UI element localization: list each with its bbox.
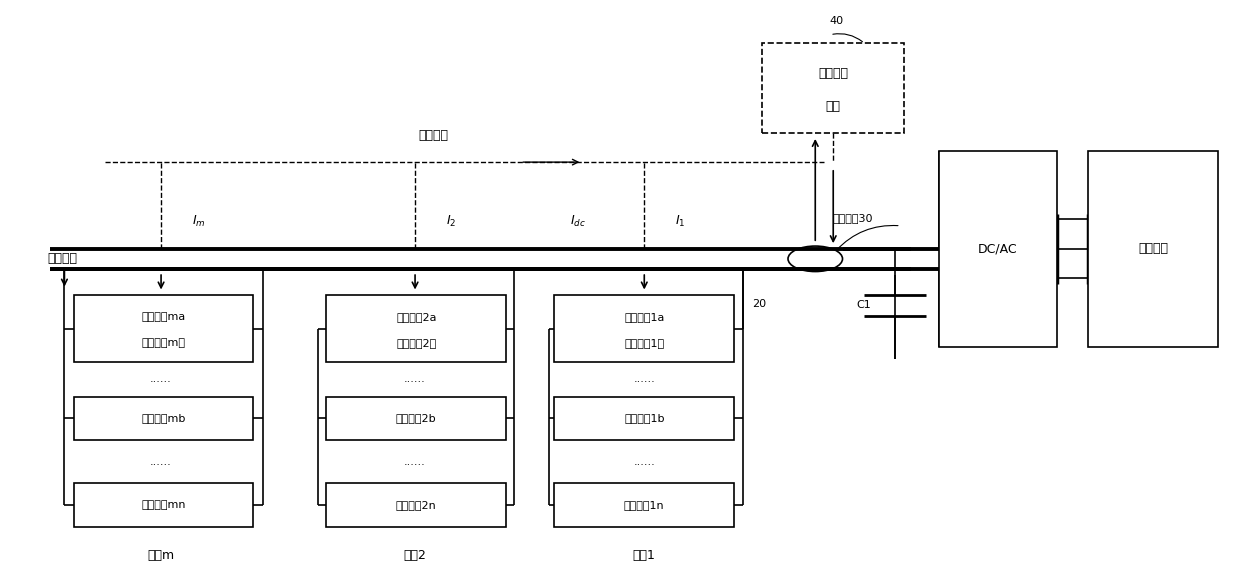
Bar <box>762 43 904 133</box>
Text: $I_1$: $I_1$ <box>675 214 685 229</box>
FancyArrowPatch shape <box>836 225 898 250</box>
Text: $I_{dc}$: $I_{dc}$ <box>570 214 586 229</box>
Text: $I_m$: $I_m$ <box>192 214 206 229</box>
Text: 组串m: 组串m <box>147 549 175 562</box>
Bar <box>326 397 506 440</box>
Bar <box>1088 151 1218 347</box>
Text: （主单元2）: （主单元2） <box>396 338 436 348</box>
Text: DC/AC: DC/AC <box>979 243 1017 255</box>
Bar <box>74 483 254 527</box>
Text: ......: ...... <box>633 374 655 384</box>
Text: 交流电网: 交流电网 <box>1137 243 1168 255</box>
Text: ......: ...... <box>404 374 426 384</box>
Text: 40: 40 <box>829 16 844 26</box>
Text: ......: ...... <box>150 457 172 467</box>
Text: 斩波单元2n: 斩波单元2n <box>396 500 436 510</box>
Text: 斩波单元mn: 斩波单元mn <box>141 500 186 510</box>
Text: 组串2: 组串2 <box>404 549 426 562</box>
Text: C1: C1 <box>856 300 871 310</box>
FancyArrowPatch shape <box>833 34 862 42</box>
Text: 斩波单元2a: 斩波单元2a <box>396 312 436 323</box>
Text: ......: ...... <box>150 374 172 384</box>
Bar <box>74 295 254 362</box>
Text: 阵列通信: 阵列通信 <box>818 67 849 79</box>
Text: 斩波单元ma: 斩波单元ma <box>141 312 186 323</box>
Text: （主单元1）: （主单元1） <box>624 338 664 348</box>
Text: 斩波单元1b: 斩波单元1b <box>624 413 664 423</box>
Text: （主单元m）: （主单元m） <box>141 338 186 348</box>
Text: 终端: 终端 <box>825 100 841 113</box>
Bar <box>554 397 733 440</box>
Text: ......: ...... <box>404 457 426 467</box>
Text: 斩波单元mb: 斩波单元mb <box>141 413 186 423</box>
Text: ......: ...... <box>633 457 655 467</box>
Text: 20: 20 <box>752 299 766 309</box>
Bar <box>74 397 254 440</box>
Bar <box>326 483 506 527</box>
Bar <box>326 295 506 362</box>
Text: 斩波单元1n: 斩波单元1n <box>624 500 664 510</box>
Text: 组串1: 组串1 <box>633 549 655 562</box>
Text: 专用通信: 专用通信 <box>419 129 449 142</box>
Bar <box>554 295 733 362</box>
Text: 斩波单元2b: 斩波单元2b <box>396 413 436 423</box>
Text: 采样电甆30: 采样电甆30 <box>833 213 873 223</box>
Text: 斩波单元1a: 斩波单元1a <box>624 312 664 323</box>
Bar <box>939 151 1057 347</box>
Text: $I_2$: $I_2$ <box>446 214 456 229</box>
Text: 直流母线: 直流母线 <box>47 252 77 265</box>
Bar <box>554 483 733 527</box>
